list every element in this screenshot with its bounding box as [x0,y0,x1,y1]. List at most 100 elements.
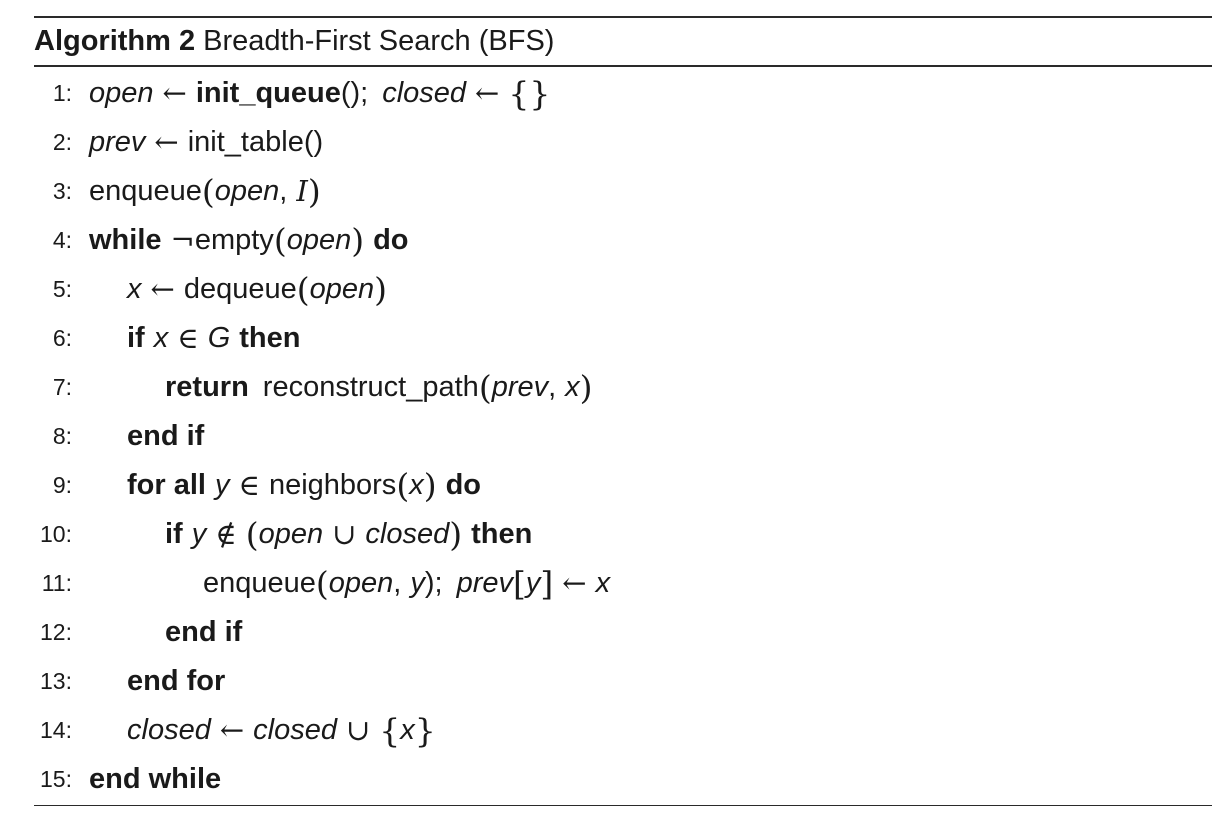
line-code: return reconstruct_path ( prev , x ) [72,371,593,404]
left-paren: ( [396,465,410,505]
keyword-end-for: end for [127,664,226,697]
var-y: y [525,566,541,599]
line-number: 14: [40,716,72,743]
header-rule [34,65,1212,67]
var-prev: prev [491,370,549,403]
keyword-if: if [165,517,183,550]
line-number: 6: [52,324,72,351]
var-goal: G [207,321,231,354]
right-paren-semicolon: ); [424,566,443,599]
line-number: 9: [52,471,72,498]
func-enqueue: enqueue [203,566,316,599]
left-paren: ( [315,563,329,603]
var-x: x [409,468,424,501]
line-number: 13: [40,667,72,694]
var-open: open [89,76,154,109]
union: ∪ [332,517,357,551]
line-code: end if [72,616,242,649]
keyword-while: while [89,223,162,256]
line-code: end while [72,763,221,796]
line-code: closed ← closed ∪ { x } [72,713,436,747]
line-number: 3: [52,177,72,204]
code-line-6: 6: if x ∈ G then [34,314,1212,363]
right-paren: ) [423,465,437,505]
line-code: if y ∉ ( open ∪ closed ) then [72,517,532,551]
keyword-do: do [373,223,409,256]
var-open: open [309,272,375,305]
assign-arrow: ← [154,125,179,159]
keyword-then: then [471,517,533,550]
line-code: prev ← init_table () [72,125,323,159]
line-code: for all y ∈ neighbors ( x ) do [72,468,481,502]
var-y: y [410,566,425,599]
line-number: 5: [52,275,72,302]
code-line-7: 7: return reconstruct_path ( prev , x ) [34,363,1212,412]
bottom-rule [34,804,1212,806]
code-line-5: 5: x ← dequeue ( open ) [34,265,1212,314]
set-initial: I [296,174,308,208]
call-parens: () [303,125,324,158]
var-x: x [127,272,142,305]
code-line-12: 12: end if [34,608,1212,657]
assign-arrow: ← [562,566,587,600]
line-number: 4: [52,226,72,253]
var-prev: prev [456,566,513,599]
call-parens: (); [340,76,369,109]
right-paren: ) [307,171,321,211]
algorithm-header: Algorithm 2 Breadth-First Search (BFS) [34,18,1212,65]
algorithm-title: Breadth-First Search (BFS) [203,25,555,57]
func-neighbors: neighbors [268,468,397,501]
line-code: x ← dequeue ( open ) [72,272,387,306]
keyword-then: then [239,321,301,354]
left-paren: ( [201,171,215,211]
var-open: open [286,223,352,256]
keyword-for-all: for all [127,468,206,501]
left-paren: ( [296,269,310,309]
code-line-11: 11: enqueue ( open , y ); prev [ y ] ← x [34,559,1212,608]
top-rule [34,16,1212,18]
func-init-queue: init_queue [195,76,341,109]
empty-set: {} [508,73,551,113]
func-reconstruct-path: reconstruct_path [262,370,479,403]
element-of: ∈ [177,321,199,355]
line-code: enqueue ( open , I ) [72,174,321,208]
line-code: if x ∈ G then [72,321,300,355]
line-number: 1: [52,79,72,106]
func-init-table: init_table [187,125,304,158]
element-of: ∈ [238,468,260,502]
code-line-13: 13: end for [34,657,1212,706]
not-element-of: ∉ [215,517,237,551]
keyword-do: do [445,468,481,501]
right-paren: ) [351,220,365,260]
var-x: x [400,713,415,746]
right-paren: ) [374,269,387,309]
line-number: 12: [40,618,72,645]
keyword-end-while: end while [89,762,222,795]
line-code: enqueue ( open , y ); prev [ y ] ← x [72,566,610,600]
line-number: 11: [41,569,72,596]
line-code: end for [72,665,225,698]
var-closed: closed [382,76,467,109]
left-paren: ( [245,514,259,554]
var-y: y [191,517,207,550]
left-brace: { [379,710,401,750]
union: ∪ [345,713,371,747]
assign-arrow: ← [475,76,500,110]
line-number: 10: [40,520,72,547]
line-code: while ¬ empty ( open ) do [72,223,409,257]
var-y: y [214,468,230,501]
assign-arrow: ← [150,272,175,306]
comma: , [279,174,288,207]
code-line-8: 8: end if [34,412,1212,461]
keyword-if: if [127,321,145,354]
line-number: 7: [52,373,72,400]
right-bracket: ] [540,563,554,603]
code-line-1: 1: open ← init_queue (); closed ← {} [34,69,1212,118]
code-line-2: 2: prev ← init_table () [34,118,1212,167]
line-number: 2: [52,128,72,155]
var-closed: closed [127,713,211,746]
var-open: open [258,517,324,550]
var-x: x [595,566,611,599]
left-paren: ( [273,220,287,260]
code-line-4: 4: while ¬ empty ( open ) do [34,216,1212,265]
